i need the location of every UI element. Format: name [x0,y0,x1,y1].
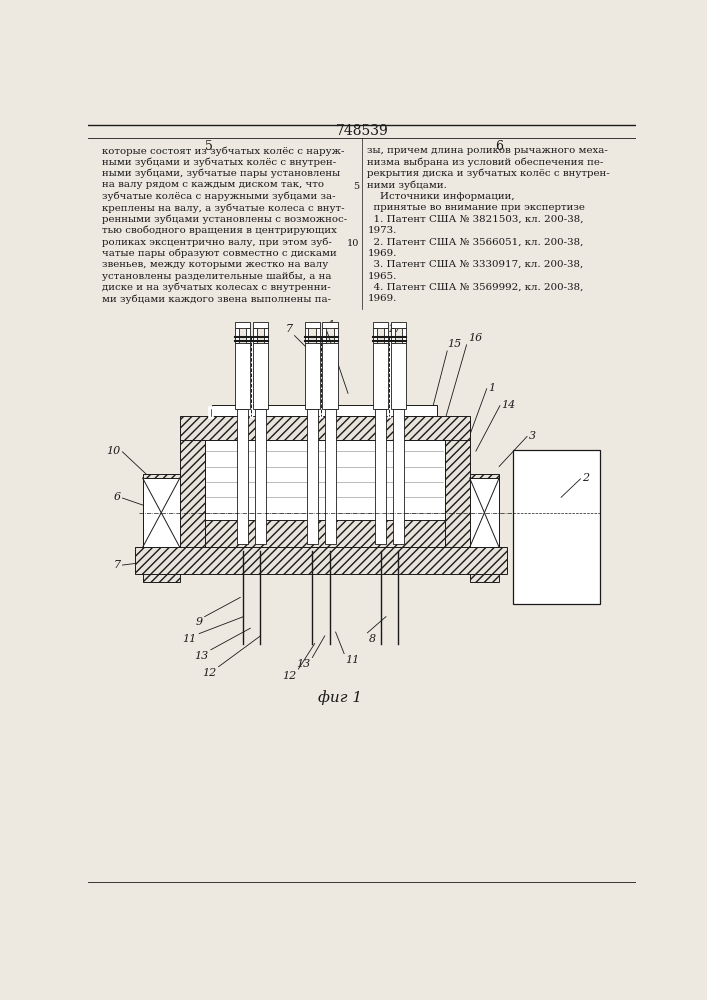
Text: 1973.: 1973. [368,226,397,235]
Bar [307,409,317,544]
Text: ми зубцами каждого звена выполнены па-: ми зубцами каждого звена выполнены па- [103,294,332,304]
Bar [204,440,445,547]
Text: 9: 9 [196,617,203,627]
Bar [513,450,600,604]
Text: 1969.: 1969. [368,294,397,303]
Bar [143,478,180,547]
Text: 7: 7 [114,560,121,570]
Text: 2. Патент США № 3566051, кл. 200-38,: 2. Патент США № 3566051, кл. 200-38, [368,237,584,246]
Text: 1965.: 1965. [368,272,397,281]
Text: звеньев, между которыми жестко на валу: звеньев, между которыми жестко на валу [103,260,329,269]
Bar [252,328,257,343]
Bar [322,343,338,409]
Text: 10: 10 [107,446,121,456]
Text: 5: 5 [353,182,359,191]
Text: тью свободного вращения в центрирующих: тью свободного вращения в центрирующих [103,226,337,235]
Text: ными зубцами и зубчатых колёс с внутрен-: ными зубцами и зубчатых колёс с внутрен- [103,158,337,167]
Text: 12: 12 [282,671,296,681]
Text: 2: 2 [582,473,589,483]
Text: диске и на зубчатых колесах с внутренни-: диске и на зубчатых колесах с внутренни- [103,283,331,292]
Bar [235,322,250,328]
Text: зубчатые колёса с наружными зубцами за-: зубчатые колёса с наружными зубцами за- [103,192,336,201]
Text: 11: 11 [346,655,360,665]
Text: 7: 7 [286,324,293,334]
Text: 1. Патент США № 3821503, кл. 200-38,: 1. Патент США № 3821503, кл. 200-38, [368,215,584,224]
Text: 4. Патент США № 3569992, кл. 200-38,: 4. Патент США № 3569992, кл. 200-38, [368,283,584,292]
Text: 748539: 748539 [336,124,388,138]
Text: принятые во внимание при экспертизе: принятые во внимание при экспертизе [368,203,585,212]
Bar [445,424,469,555]
Text: роликах эксцентрично валу, при этом зуб-: роликах эксцентрично валу, при этом зуб- [103,237,332,247]
Text: 1: 1 [489,383,496,393]
Bar [393,409,404,544]
Bar [373,343,388,409]
Bar [180,424,204,555]
Bar [385,328,388,343]
Text: Источники информации,: Источники информации, [368,192,515,201]
Bar [334,328,338,343]
Bar [375,409,386,544]
Text: 3. Патент США № 3330917, кл. 200-38,: 3. Патент США № 3330917, кл. 200-38, [368,260,583,269]
Text: низма выбрана из условий обеспечения пе-: низма выбрана из условий обеспечения пе- [368,158,604,167]
Text: креплены на валу, а зубчатые колеса с внут-: креплены на валу, а зубчатые колеса с вн… [103,203,345,213]
Bar [469,478,499,547]
Bar [391,322,406,328]
Text: фиг 1: фиг 1 [318,690,362,705]
Bar [402,328,406,343]
Bar [252,343,268,409]
Bar [212,405,437,416]
Text: установлены разделительные шайбы, а на: установлены разделительные шайбы, а на [103,272,332,281]
Bar [305,328,308,343]
Bar [235,328,239,343]
Bar [373,322,388,328]
Text: ренными зубцами установлены с возможнос-: ренными зубцами установлены с возможнос- [103,215,348,224]
Bar [252,322,268,328]
Text: 6: 6 [495,140,503,153]
Text: 5: 5 [204,140,212,153]
Bar [247,328,250,343]
Bar [143,474,180,582]
Text: рекрытия диска и зубчатых колёс с внутрен-: рекрытия диска и зубчатых колёс с внутре… [368,169,610,178]
Text: 1: 1 [327,320,334,330]
Text: на валу рядом с каждым диском так, что: на валу рядом с каждым диском так, что [103,180,325,189]
Text: ными зубцами, зубчатые пары установлены: ными зубцами, зубчатые пары установлены [103,169,341,178]
Bar [322,328,327,343]
Text: 6: 6 [114,492,121,502]
Bar [322,322,338,328]
Bar [469,474,499,582]
Bar [255,409,266,544]
Bar [316,328,320,343]
Bar [235,343,250,409]
Bar [305,343,320,409]
Text: ними зубцами.: ними зубцами. [368,180,448,190]
Text: 17: 17 [387,324,401,334]
Text: 14: 14 [501,400,515,410]
Text: 16: 16 [468,333,482,343]
Bar [264,328,268,343]
Text: зы, причем длина роликов рычажного меха-: зы, причем длина роликов рычажного меха- [368,146,608,155]
Text: 11: 11 [182,634,197,644]
Bar [305,322,320,328]
Text: 13: 13 [194,651,209,661]
Bar [391,328,395,343]
Bar [373,328,377,343]
Text: 12: 12 [202,668,216,678]
Text: которые состоят из зубчатых колёс с наруж-: которые состоят из зубчатых колёс с нару… [103,146,345,156]
Bar [237,409,248,544]
Bar [135,547,507,574]
Text: 13: 13 [296,659,310,669]
Bar [204,520,445,547]
Text: 3: 3 [529,431,536,441]
Text: 10: 10 [346,239,359,248]
Bar [180,416,469,440]
Text: 1969.: 1969. [368,249,397,258]
Bar [325,409,336,544]
Text: чатые пары образуют совместно с дисками: чатые пары образуют совместно с дисками [103,249,337,258]
Text: 8: 8 [369,634,376,644]
Text: 15: 15 [448,339,462,349]
Bar [391,343,406,409]
